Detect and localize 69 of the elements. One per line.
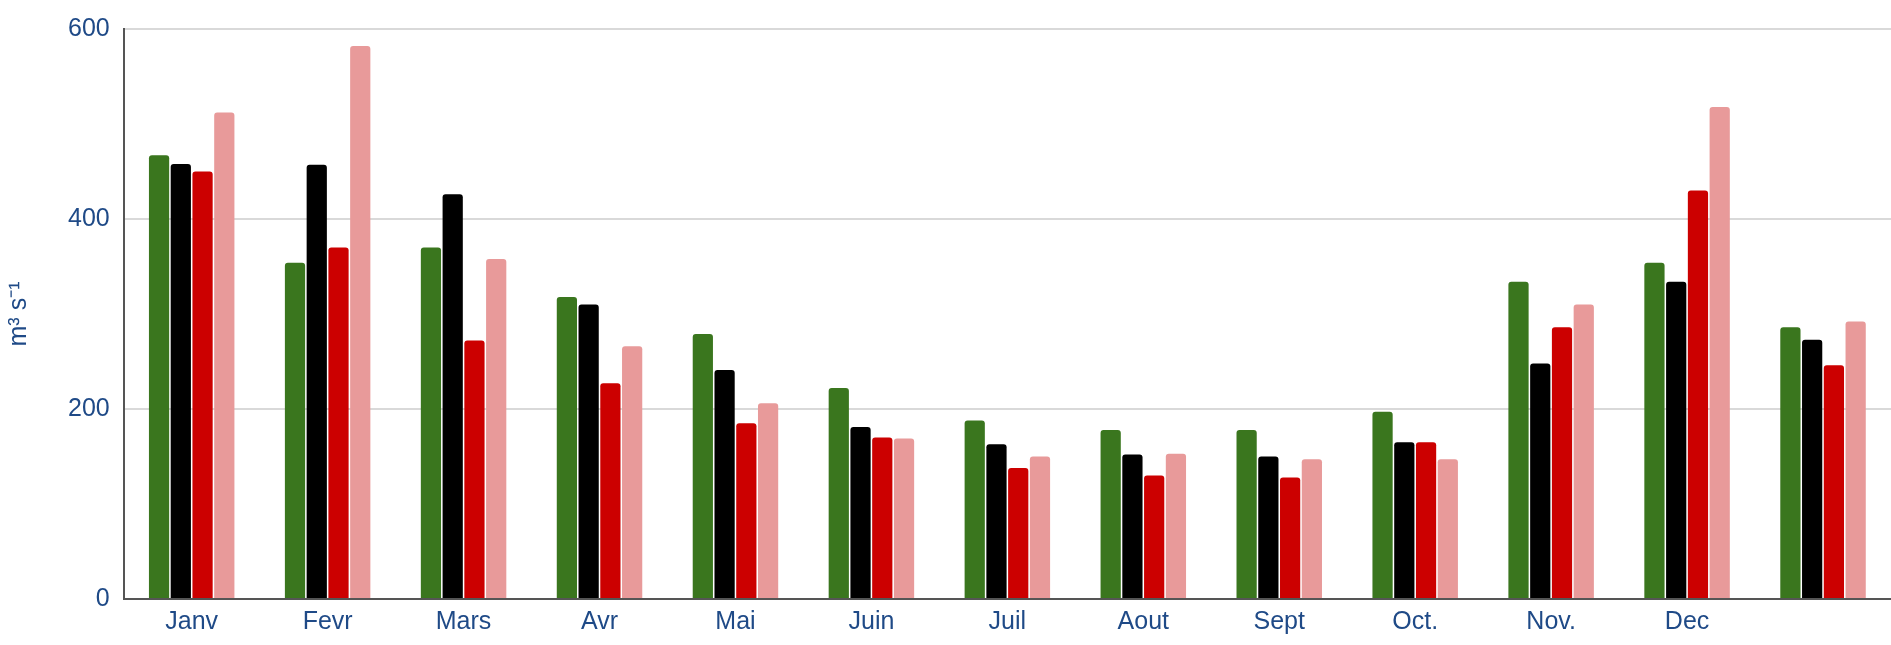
bar: [714, 370, 735, 598]
bar: [442, 194, 463, 598]
bar: [1144, 475, 1165, 598]
x-tick-label: Juin: [848, 605, 895, 634]
bar: [622, 346, 643, 598]
x-tick-label: Aout: [1117, 605, 1170, 634]
bar: [214, 112, 235, 598]
bar: [148, 155, 170, 598]
y-tick-label: 0: [95, 582, 110, 611]
bar: [1573, 304, 1594, 598]
bar: [986, 444, 1007, 598]
bar: [1508, 281, 1529, 598]
bar: [893, 438, 915, 598]
bar: [850, 427, 871, 598]
bar: [1709, 106, 1730, 598]
bar: [328, 247, 349, 598]
bar: [1551, 327, 1573, 598]
y-axis-title: m³ s⁻¹: [2, 281, 31, 347]
bar: [1644, 262, 1665, 598]
bar: [1029, 456, 1051, 598]
x-tick-label: Mars: [435, 605, 492, 634]
y-tick-label: 600: [67, 12, 110, 41]
bar: [192, 171, 213, 598]
bar: [1165, 453, 1187, 598]
bar: [306, 164, 327, 598]
bar: [1437, 459, 1458, 598]
bar: [420, 247, 442, 598]
bar: [757, 403, 779, 598]
bar: [1280, 477, 1301, 598]
bar: [170, 163, 191, 598]
bar: [600, 383, 621, 598]
bar: [1687, 190, 1709, 598]
bar: [1666, 281, 1687, 598]
bar: [692, 333, 713, 598]
bar: [1008, 467, 1029, 598]
bar: [1845, 321, 1866, 598]
bar: [1301, 459, 1322, 598]
y-tick-label: 200: [67, 392, 110, 421]
x-tick-label: Dec: [1664, 605, 1710, 634]
bar: [1394, 442, 1415, 598]
bar: [1780, 327, 1801, 598]
x-tick-label: Nov.: [1526, 605, 1576, 634]
bar: [1236, 429, 1257, 598]
bar: [486, 258, 507, 598]
bar: [1122, 454, 1143, 598]
bar: [464, 340, 485, 598]
bar: [1415, 442, 1437, 598]
bar: [828, 388, 849, 598]
bar: [872, 437, 893, 598]
bar: [284, 262, 306, 598]
y-tick-label: 400: [67, 202, 110, 231]
bar: [1823, 365, 1845, 598]
x-tick-label: Fevr: [302, 605, 353, 634]
bar: [1100, 429, 1121, 598]
bar: [1530, 363, 1551, 598]
bar: [556, 296, 578, 598]
bar: [1802, 339, 1823, 598]
x-tick-label: Juil: [988, 605, 1027, 634]
bar: [964, 420, 985, 598]
x-tick-label: Janv: [165, 605, 219, 634]
bar: [1372, 411, 1393, 598]
bar: [1258, 456, 1279, 598]
x-tick-label: Sept: [1253, 605, 1306, 634]
bar: [736, 423, 757, 598]
x-tick-label: Oct.: [1392, 605, 1439, 634]
x-tick-label: Mai: [715, 605, 756, 634]
x-tick-label: Avr: [580, 605, 619, 634]
bar: [350, 46, 371, 598]
bar: [578, 304, 599, 598]
